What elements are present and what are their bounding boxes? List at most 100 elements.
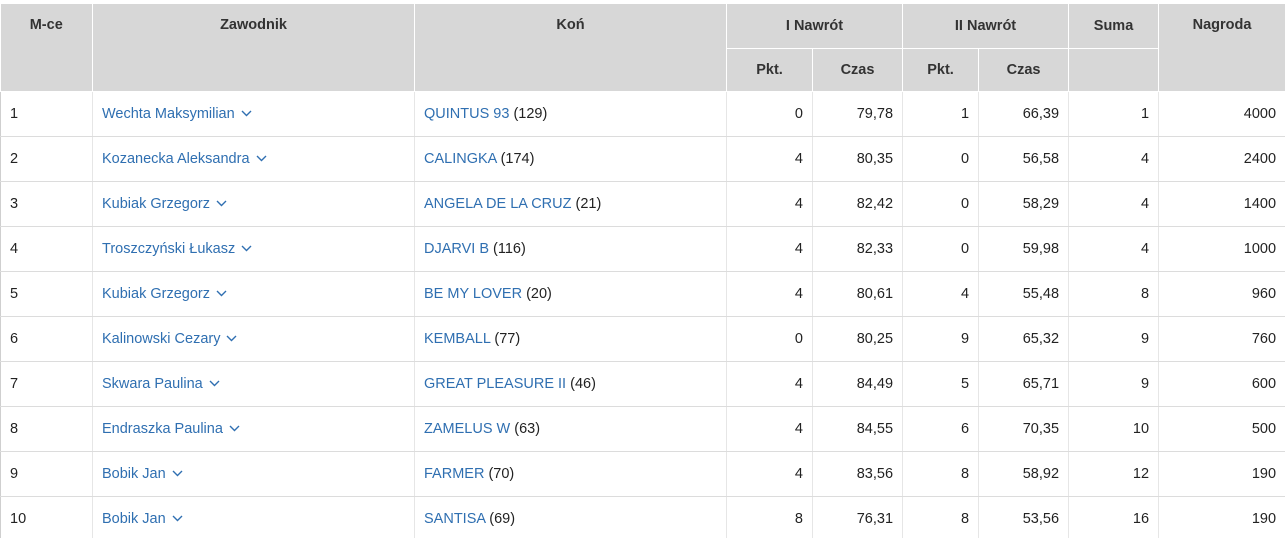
round-2-points: 6 [960, 420, 970, 437]
horse-link[interactable]: GREAT PLEASURE II [424, 375, 567, 392]
rider-name: Kubiak Grzegorz [102, 285, 210, 302]
cell-rider: Wechta Maksymilian [92, 91, 415, 137]
rider-link[interactable]: Endraszka Paulina [102, 421, 240, 437]
rider-name: Kubiak Grzegorz [102, 195, 210, 212]
cell-round-2-time: 58,92 [978, 451, 1070, 497]
horse-link[interactable]: BE MY LOVER [424, 285, 523, 302]
cell-round-2-time: 59,98 [978, 226, 1070, 272]
cell-round-1-time: 84,55 [812, 406, 904, 452]
rider-link[interactable]: Kubiak Grzegorz [102, 286, 227, 302]
header-sum[interactable]: Suma [1068, 4, 1160, 49]
header-prize[interactable]: Nagroda [1158, 4, 1285, 92]
cell-round-2-points: 8 [902, 496, 980, 538]
horse-link[interactable]: KEMBALL [424, 330, 491, 347]
header-place[interactable]: M-ce [0, 4, 93, 92]
rider-link[interactable]: Kubiak Grzegorz [102, 196, 227, 212]
cell-round-1-points: 0 [726, 91, 813, 137]
chevron-down-icon[interactable] [241, 108, 252, 120]
rider-name: Kozanecka Aleksandra [102, 150, 250, 167]
header-round-2-time[interactable]: Czas [978, 48, 1070, 92]
round-2-time: 56,58 [1022, 150, 1060, 167]
header-sum-sub [1068, 48, 1160, 92]
sum-value: 1 [1140, 105, 1150, 122]
cell-place: 1 [0, 91, 93, 137]
table-row: 2 Kozanecka Aleksandra CALINGKA (174) 4 80,3… [0, 136, 1285, 182]
cell-place: 5 [0, 271, 93, 317]
horse-link[interactable]: QUINTUS 93 [424, 105, 510, 122]
header-rider[interactable]: Zawodnik [92, 4, 415, 92]
cell-round-1-points: 8 [726, 496, 813, 538]
horse-link[interactable]: ANGELA DE LA CRUZ [424, 195, 572, 212]
sum-value: 4 [1140, 195, 1150, 212]
chevron-down-icon[interactable] [226, 333, 237, 345]
cell-round-1-time: 80,61 [812, 271, 904, 317]
rider-name: Skwara Paulina [102, 375, 203, 392]
horse-link[interactable]: FARMER [424, 465, 485, 482]
chevron-down-icon[interactable] [172, 513, 183, 525]
chevron-down-icon[interactable] [172, 468, 183, 480]
sum-value: 8 [1140, 285, 1150, 302]
round-2-time: 70,35 [1022, 420, 1060, 437]
horse-id: (63) [514, 420, 541, 437]
header-round-1-points[interactable]: Pkt. [726, 48, 813, 92]
round-2-time: 53,56 [1022, 510, 1060, 527]
chevron-down-icon[interactable] [216, 198, 227, 210]
rider-link[interactable]: Wechta Maksymilian [102, 106, 252, 122]
horse-link[interactable]: CALINGKA [424, 150, 497, 167]
cell-sum: 4 [1068, 226, 1160, 272]
horse-link[interactable]: ZAMELUS W [424, 420, 511, 437]
cell-horse: ZAMELUS W (63) [414, 406, 727, 452]
header-round-2-points[interactable]: Pkt. [902, 48, 980, 92]
sum-value: 9 [1140, 330, 1150, 347]
chevron-down-icon[interactable] [229, 423, 240, 435]
round-2-points: 1 [960, 105, 970, 122]
cell-round-1-time: 82,33 [812, 226, 904, 272]
rider-link[interactable]: Kozanecka Aleksandra [102, 151, 267, 167]
chevron-down-icon[interactable] [256, 153, 267, 165]
cell-prize: 1400 [1158, 181, 1285, 227]
cell-round-2-time: 58,29 [978, 181, 1070, 227]
cell-round-1-time: 83,56 [812, 451, 904, 497]
prize-value: 600 [1251, 375, 1277, 392]
header-round-1-time[interactable]: Czas [812, 48, 904, 92]
cell-rider: Kubiak Grzegorz [92, 271, 415, 317]
cell-rider: Kozanecka Aleksandra [92, 136, 415, 182]
round-2-time: 58,92 [1022, 465, 1060, 482]
cell-rider: Skwara Paulina [92, 361, 415, 407]
round-2-points: 0 [960, 240, 970, 257]
horse-link[interactable]: SANTISA [424, 510, 486, 527]
cell-round-1-points: 4 [726, 361, 813, 407]
cell-sum: 4 [1068, 181, 1160, 227]
cell-round-1-points: 4 [726, 136, 813, 182]
rider-link[interactable]: Troszczyński Łukasz [102, 241, 252, 257]
rider-link[interactable]: Kalinowski Cezary [102, 331, 237, 347]
cell-rider: Troszczyński Łukasz [92, 226, 415, 272]
chevron-down-icon[interactable] [209, 378, 220, 390]
cell-place: 6 [0, 316, 93, 362]
chevron-down-icon[interactable] [216, 288, 227, 300]
table-row: 4 Troszczyński Łukasz DJARVI B (116) 4 82,33… [0, 226, 1285, 272]
table-row: 6 Kalinowski Cezary KEMBALL (77) 0 80,25 9 65,… [0, 316, 1285, 362]
rider-name: Wechta Maksymilian [102, 105, 235, 122]
rider-link[interactable]: Bobik Jan [102, 511, 183, 527]
header-horse[interactable]: Koń [414, 4, 727, 92]
chevron-down-icon[interactable] [241, 243, 252, 255]
cell-sum: 4 [1068, 136, 1160, 182]
table-body: 1 Wechta Maksymilian QUINTUS 93 (129) 0 79,7… [0, 91, 1285, 538]
cell-horse: SANTISA (69) [414, 496, 727, 538]
prize-value: 760 [1251, 330, 1277, 347]
round-1-points: 4 [794, 240, 803, 257]
round-1-points: 4 [794, 420, 803, 437]
cell-place: 10 [0, 496, 93, 538]
cell-round-1-time: 79,78 [812, 91, 904, 137]
cell-horse: KEMBALL (77) [414, 316, 727, 362]
rider-link[interactable]: Bobik Jan [102, 466, 183, 482]
horse-link[interactable]: DJARVI B [424, 240, 490, 257]
cell-round-1-time: 80,25 [812, 316, 904, 362]
cell-sum: 16 [1068, 496, 1160, 538]
table-row: 9 Bobik Jan FARMER (70) 4 83,56 8 58,92 12 190 [0, 451, 1285, 497]
round-1-points: 0 [794, 330, 803, 347]
rider-link[interactable]: Skwara Paulina [102, 376, 220, 392]
cell-round-2-time: 65,32 [978, 316, 1070, 362]
round-1-time: 84,55 [856, 420, 894, 437]
